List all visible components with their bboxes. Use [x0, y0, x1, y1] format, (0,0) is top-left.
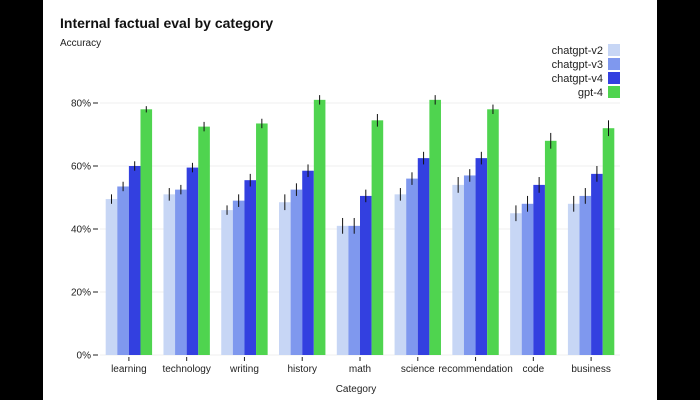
legend-label: chatgpt-v3 [552, 59, 603, 71]
y-tick-label: 80% [71, 99, 91, 110]
bar-chatgpt-v4-recommendation [475, 158, 488, 355]
bar-chatgpt-v2-science [394, 194, 407, 355]
x-tick-label: recommendation [438, 364, 512, 375]
legend-swatch-chatgpt-v4 [608, 72, 620, 84]
bar-chatgpt-v4-history [302, 170, 314, 355]
x-tick-label: science [401, 364, 435, 375]
bars [105, 99, 615, 355]
bar-chatgpt-v2-technology [163, 194, 176, 355]
x-axis: learning technology writing history math scie… [111, 357, 611, 375]
bar-gpt-4-recommendation [487, 109, 499, 355]
bar-chatgpt-v2-learning [105, 199, 118, 355]
bar-gpt-4-learning [140, 109, 153, 355]
y-axis: 0% 20% 40% 60% 80% [71, 99, 98, 362]
bar-chatgpt-v4-learning [128, 166, 141, 355]
bar-chatgpt-v2-code [510, 213, 522, 355]
bar-chatgpt-v3-learning [117, 186, 129, 355]
bar-chatgpt-v2-history [279, 202, 291, 355]
x-tick-label: code [522, 364, 544, 375]
y-tick-label: 60% [71, 162, 91, 173]
y-tick-label: 40% [71, 225, 91, 236]
legend-swatch-chatgpt-v2 [608, 44, 620, 56]
y-tick-label: 0% [77, 351, 92, 362]
legend-label: chatgpt-v4 [552, 73, 603, 85]
bar-gpt-4-math [371, 120, 384, 355]
chart-canvas: Internal factual eval by category Accura… [60, 15, 620, 395]
x-tick-label: learning [111, 364, 147, 375]
bar-chatgpt-v3-code [521, 203, 534, 355]
bar-chatgpt-v3-science [406, 178, 418, 355]
bar-chatgpt-v3-history [290, 189, 303, 355]
bar-chatgpt-v2-math [336, 225, 349, 355]
bar-gpt-4-technology [198, 126, 210, 355]
legend-swatch-chatgpt-v3 [608, 58, 620, 70]
bar-chatgpt-v4-science [417, 158, 430, 355]
bar-chatgpt-v2-writing [221, 210, 233, 355]
bar-gpt-4-code [544, 140, 557, 355]
bar-gpt-4-writing [256, 123, 268, 355]
error-bars [110, 95, 610, 234]
x-tick-label: business [571, 364, 610, 375]
bar-chatgpt-v2-recommendation [452, 184, 464, 355]
x-tick-label: history [287, 364, 316, 375]
legend-label: chatgpt-v2 [552, 45, 603, 57]
bar-chatgpt-v4-business [591, 173, 603, 355]
bar-chatgpt-v3-writing [232, 200, 245, 355]
chart-title: Internal factual eval by category [60, 15, 273, 31]
bar-chatgpt-v4-math [360, 195, 372, 355]
bar-chatgpt-v3-technology [175, 189, 187, 355]
legend-label: gpt-4 [578, 87, 603, 99]
bar-chatgpt-v3-recommendation [463, 175, 476, 355]
x-axis-title: Category [336, 384, 377, 395]
bar-chatgpt-v2-business [567, 203, 580, 355]
x-tick-label: technology [162, 364, 210, 375]
bar-gpt-4-business [602, 128, 615, 355]
legend: chatgpt-v2 chatgpt-v3 chatgpt-v4 gpt-4 [552, 44, 620, 99]
bar-chatgpt-v4-writing [244, 180, 257, 355]
chart-page: Internal factual eval by category Accura… [43, 0, 657, 400]
x-tick-label: math [349, 364, 371, 375]
y-axis-title: Accuracy [60, 38, 101, 49]
bar-chatgpt-v4-technology [186, 167, 199, 355]
legend-swatch-gpt-4 [608, 86, 620, 98]
y-tick-label: 20% [71, 288, 91, 299]
bar-gpt-4-history [313, 99, 326, 355]
bar-chatgpt-v3-business [579, 195, 592, 355]
bar-chatgpt-v4-code [533, 184, 545, 355]
x-tick-label: writing [229, 364, 259, 375]
bar-gpt-4-science [429, 99, 441, 355]
bar-chatgpt-v3-math [348, 225, 360, 355]
